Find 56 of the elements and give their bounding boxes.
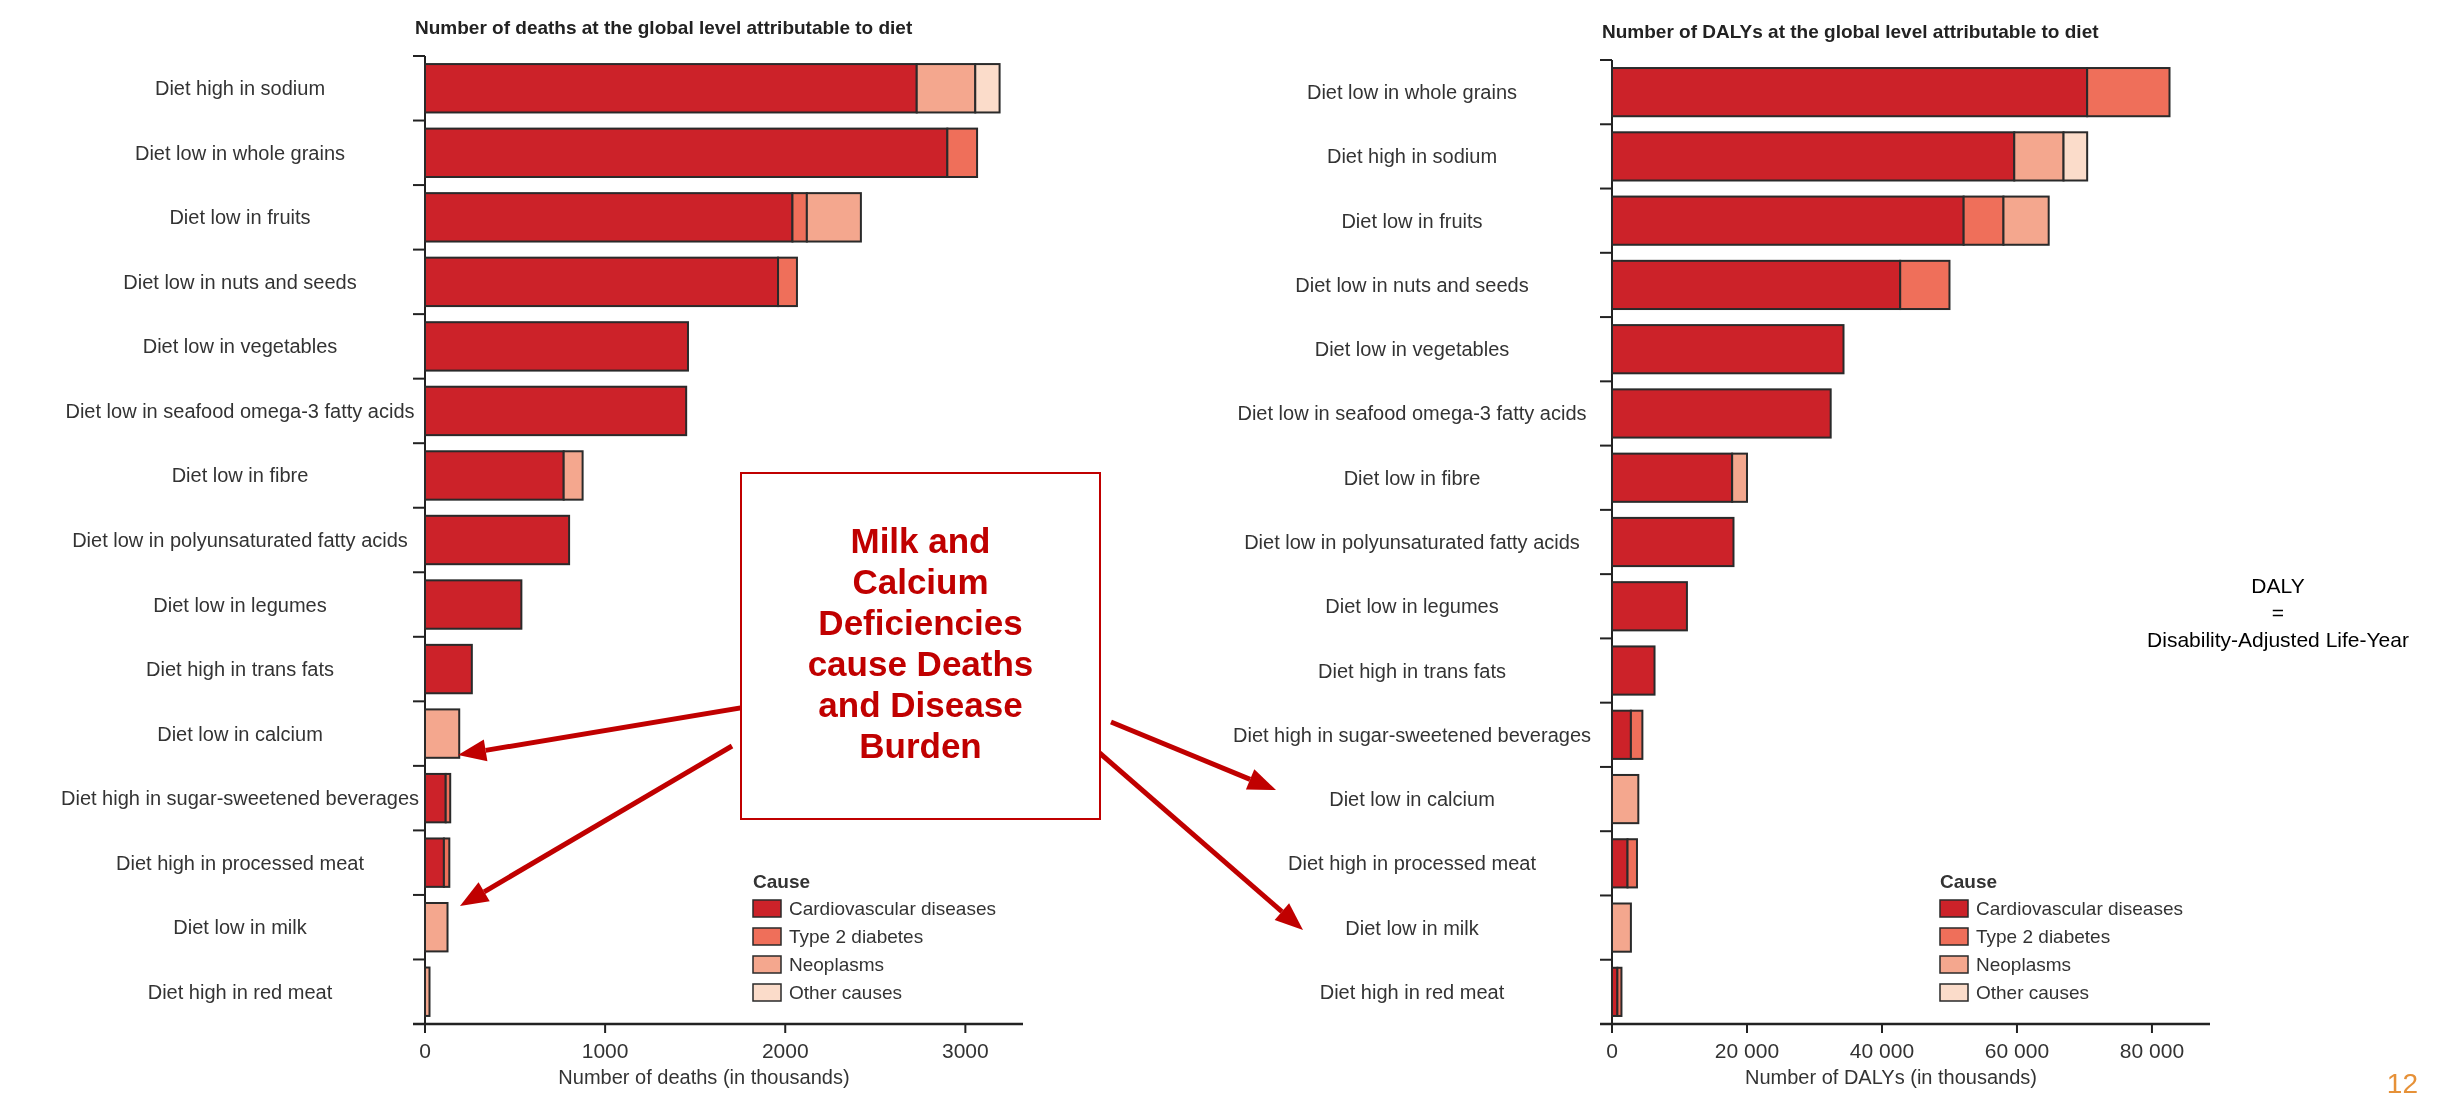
legend-label: Neoplasms <box>1976 954 2072 975</box>
legend-label: Other causes <box>789 982 902 1003</box>
y-tick-label: Diet high in red meat <box>1319 980 1505 1003</box>
x-tick-label: 60 000 <box>1984 1039 2050 1062</box>
y-tick-label: Diet low in polyunsaturated fatty acids <box>72 529 408 551</box>
legend-title: Cause <box>753 871 811 892</box>
y-tick-label: Diet low in seafood omega-3 fatty acids <box>1237 402 1587 425</box>
x-axis-title: Number of deaths (in thousands) <box>558 1066 850 1088</box>
x-tick-label: 1000 <box>581 1039 629 1062</box>
y-tick-label: Diet high in trans fats <box>146 658 334 681</box>
y-tick-label: Diet high in processed meat <box>116 851 365 874</box>
annotation: Milk and Calcium Deficiencies cause Deaths and Disease Burden <box>807 521 1034 765</box>
chart-title: Number of deaths at the global level attributable to diet <box>415 17 913 38</box>
y-tick-label: Diet low in fruits <box>169 206 311 229</box>
y-tick-label: Diet low in calcium <box>157 722 323 745</box>
y-tick-label: Diet low in legumes <box>1325 595 1499 618</box>
y-tick-label: Diet low in vegetables <box>142 335 338 358</box>
x-tick-label: 3000 <box>942 1039 989 1062</box>
y-tick-label: Diet low in calcium <box>1329 788 1495 811</box>
chart-title: Number of DALYs at the global level attributable to diet <box>1602 21 2100 42</box>
x-tick-label: 80 000 <box>2119 1039 2185 1062</box>
y-tick-label: Diet low in seafood omega-3 fatty acids <box>65 399 415 422</box>
y-tick-label: Diet low in vegetables <box>1314 338 1510 361</box>
y-tick-label: Diet low in whole grains <box>134 141 346 164</box>
y-tick-label: Diet low in fibre <box>1343 466 1481 489</box>
x-tick-label: 2000 <box>761 1039 809 1062</box>
y-tick-label: Diet high in processed meat <box>1288 852 1537 875</box>
y-tick-label: Diet low in milk <box>173 916 308 939</box>
y-tick-label: Diet high in red meat <box>147 980 333 1003</box>
legend-label: Type 2 diabetes <box>1976 926 2111 947</box>
x-tick-label: 20 000 <box>1714 1039 1780 1062</box>
legend-label: Neoplasms <box>789 954 885 975</box>
y-tick-label: Diet high in sugar-sweetened beverages <box>61 787 419 810</box>
x-tick-label: 40 000 <box>1849 1039 1915 1062</box>
legend-title: Cause <box>1940 871 1998 892</box>
y-tick-label: Diet low in milk <box>1345 916 1480 939</box>
y-tick-label: Diet low in fibre <box>171 464 309 487</box>
y-tick-label: Diet low in nuts and seeds <box>123 270 357 293</box>
x-axis-title: Number of DALYs (in thousands) <box>1745 1066 2037 1088</box>
y-tick-label: Diet high in sodium <box>1326 145 1498 168</box>
legend-label: Cardiovascular diseases <box>789 898 996 919</box>
y-tick-label: Diet high in sodium <box>154 77 326 100</box>
legend-label: Cardiovascular diseases <box>1976 898 2183 919</box>
text: 12 <box>2386 1068 2418 1099</box>
y-tick-label: Diet low in whole grains <box>1306 81 1518 104</box>
legend-label: Type 2 diabetes <box>789 926 924 947</box>
annotation: DALY = Disability-Adjusted Life-Year <box>2147 574 2409 651</box>
y-tick-label: Diet low in polyunsaturated fatty acids <box>1244 531 1580 553</box>
y-tick-label: Diet high in trans fats <box>1318 659 1506 682</box>
y-tick-label: Diet low in legumes <box>153 593 327 616</box>
y-tick-label: Diet low in nuts and seeds <box>1295 273 1529 296</box>
x-tick-label: 0 <box>419 1039 431 1062</box>
legend-label: Other causes <box>1976 982 2089 1003</box>
y-tick-label: Diet high in sugar-sweetened beverages <box>1233 723 1591 746</box>
y-tick-label: Diet low in fruits <box>1341 209 1483 232</box>
x-tick-label: 0 <box>1606 1039 1618 1062</box>
